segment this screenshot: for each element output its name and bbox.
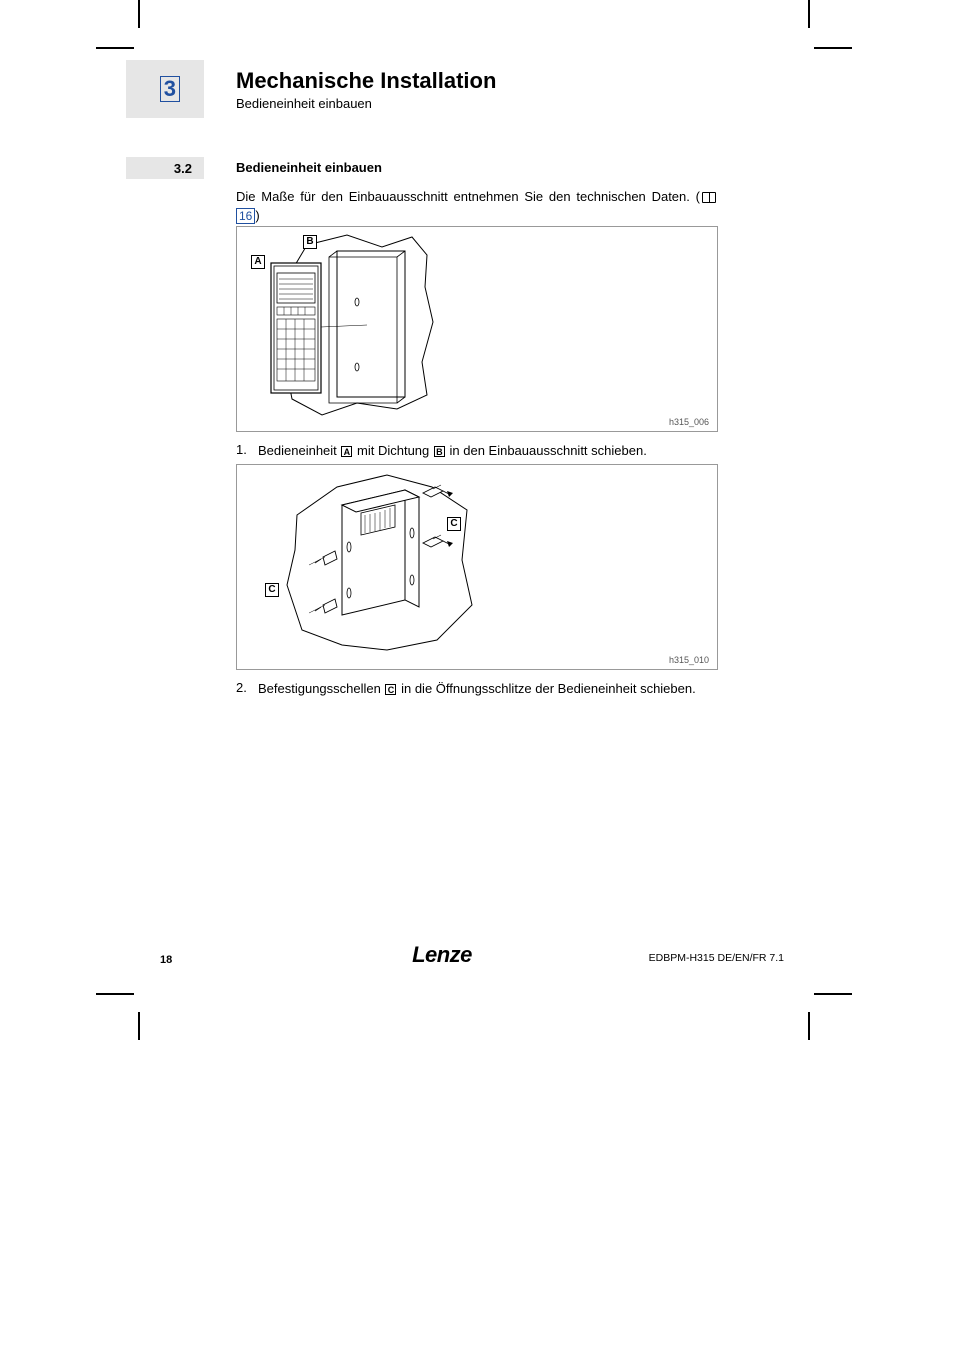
- step-2-pre: Befestigungsschellen: [258, 681, 384, 696]
- intro-paragraph: Die Maße für den Einbauausschnitt entneh…: [236, 188, 718, 226]
- chapter-number-link[interactable]: 3: [160, 76, 180, 102]
- page-reference-link[interactable]: 16: [236, 208, 255, 224]
- clip-mid-right: [423, 535, 453, 547]
- chapter-title: Mechanische Installation: [236, 68, 496, 94]
- figure-label-b: B: [303, 235, 317, 249]
- step-2-number: 2.: [236, 680, 258, 698]
- figure-label-c-1: C: [447, 517, 461, 531]
- crop-mark: [808, 1012, 810, 1040]
- section-title: Bedieneinheit einbauen: [236, 160, 382, 175]
- diagram-1-svg: [237, 227, 717, 431]
- chapter-band: 3: [126, 60, 204, 118]
- figure-1: A B h315_006: [236, 226, 718, 432]
- crop-mark: [96, 993, 134, 995]
- crop-mark: [814, 47, 852, 49]
- page-number: 18: [160, 954, 172, 966]
- step-1: 1. Bedieneinheit A mit Dichtung B in den…: [236, 442, 718, 460]
- clip-top-left: [315, 551, 337, 565]
- chapter-subtitle: Bedieneinheit einbauen: [236, 96, 372, 111]
- crop-mark: [808, 0, 810, 28]
- section-number: 3.2: [174, 161, 192, 176]
- inline-label-c: C: [385, 684, 396, 695]
- crop-mark: [138, 1012, 140, 1040]
- figure-1-id: h315_006: [669, 417, 709, 427]
- book-icon: [702, 192, 716, 203]
- diagram-2-svg: [237, 465, 717, 669]
- page-footer: 18 Lenze EDBPM-H315 DE/EN/FR 7.1: [160, 942, 724, 966]
- figure-label-a: A: [251, 255, 265, 269]
- step-1-text: Bedieneinheit A mit Dichtung B in den Ei…: [258, 442, 718, 460]
- inline-label-b: B: [434, 446, 445, 457]
- section-band: 3.2: [126, 157, 204, 179]
- clip-top-right: [423, 485, 453, 497]
- step-2-text: Befestigungsschellen C in die Öffnungssc…: [258, 680, 718, 698]
- figure-2: C C h315_010: [236, 464, 718, 670]
- intro-text: Die Maße für den Einbauausschnitt entneh…: [236, 189, 690, 204]
- crop-mark: [96, 47, 134, 49]
- figure-2-id: h315_010: [669, 655, 709, 665]
- step-1-post: in den Einbauausschnitt schieben.: [446, 443, 647, 458]
- step-2: 2. Befestigungsschellen C in die Öffnung…: [236, 680, 718, 698]
- document-id: EDBPM-H315 DE/EN/FR 7.1: [649, 952, 784, 964]
- step-1-pre: Bedieneinheit: [258, 443, 340, 458]
- lenze-logo: Lenze: [412, 942, 472, 968]
- step-1-mid: mit Dichtung: [353, 443, 432, 458]
- figure-label-c-2: C: [265, 583, 279, 597]
- clip-bottom-left: [315, 599, 337, 613]
- step-1-number: 1.: [236, 442, 258, 460]
- crop-mark: [814, 993, 852, 995]
- inline-label-a: A: [341, 446, 352, 457]
- step-2-post: in die Öffnungsschlitze der Bedieneinhei…: [397, 681, 695, 696]
- crop-mark: [138, 0, 140, 28]
